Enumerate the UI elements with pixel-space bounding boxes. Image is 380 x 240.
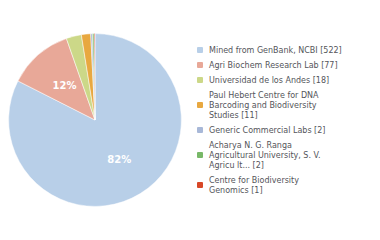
svg-text:Agri Biochem Research Lab [77]: Agri Biochem Research Lab [77] xyxy=(209,61,338,70)
svg-text:82%: 82% xyxy=(107,154,131,165)
svg-text:Paul Hebert Centre for DNA: Paul Hebert Centre for DNA xyxy=(209,91,319,100)
svg-text:Generic Commercial Labs [2]: Generic Commercial Labs [2] xyxy=(209,126,325,135)
svg-text:Acharya N. G. Ranga: Acharya N. G. Ranga xyxy=(209,141,292,150)
svg-text:Mined from GenBank, NCBI [522]: Mined from GenBank, NCBI [522] xyxy=(209,46,342,55)
svg-text:Centre for Biodiversity: Centre for Biodiversity xyxy=(209,176,299,185)
svg-text:Universidad de los Andes [18]: Universidad de los Andes [18] xyxy=(209,76,329,85)
svg-text:Studies [11]: Studies [11] xyxy=(209,111,258,120)
svg-text:Agricu lt... [2]: Agricu lt... [2] xyxy=(209,161,264,170)
svg-text:Barcoding and Biodiversity: Barcoding and Biodiversity xyxy=(209,101,317,110)
svg-text:Genomics [1]: Genomics [1] xyxy=(209,186,263,195)
svg-text:Agricultural University, S. V.: Agricultural University, S. V. xyxy=(209,151,321,160)
svg-text:12%: 12% xyxy=(53,80,77,91)
